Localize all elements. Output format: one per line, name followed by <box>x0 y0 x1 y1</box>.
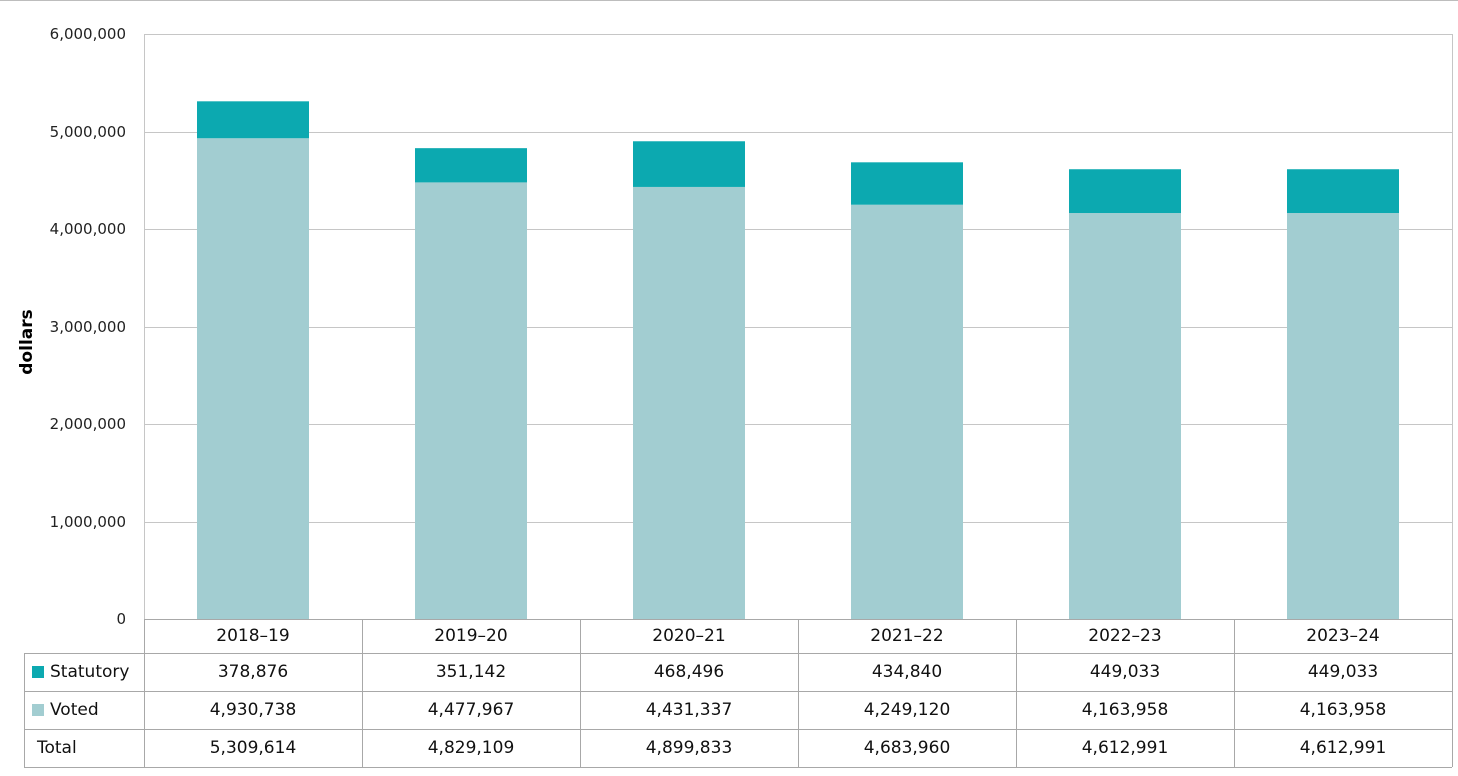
bar-statutory <box>633 141 745 187</box>
bar-statutory <box>1069 169 1181 214</box>
x-category-label: 2019–20 <box>434 626 507 646</box>
bar-voted <box>1069 213 1181 619</box>
row-label-total: Total <box>36 738 77 758</box>
y-axis-ticks: 0 1,000,000 2,000,000 3,000,000 4,000,000 5,0… <box>50 25 126 628</box>
y-axis-label: dollars <box>17 309 37 374</box>
bar-voted <box>851 204 963 619</box>
y-tick-label: 5,000,000 <box>50 123 126 141</box>
table-cell-value: 351,142 <box>436 662 506 682</box>
gridlines <box>144 34 1453 619</box>
table-cell-value: 4,930,738 <box>210 700 297 720</box>
bar-voted <box>415 182 527 619</box>
table-cell-value: 4,249,120 <box>864 700 951 720</box>
table-cell-value: 4,163,958 <box>1082 700 1169 720</box>
row-label-statutory: Statutory <box>50 662 129 682</box>
y-tick-label: 1,000,000 <box>50 513 126 531</box>
x-category-label: 2020–21 <box>652 626 725 646</box>
x-category-label: 2023–24 <box>1306 626 1379 646</box>
table-cell-value: 5,309,614 <box>210 738 297 758</box>
table-cell-value: 449,033 <box>1090 662 1160 682</box>
legend-key-statutory <box>32 666 44 678</box>
bar-statutory <box>197 101 309 139</box>
table-cell-value: 434,840 <box>872 662 942 682</box>
y-tick-label: 2,000,000 <box>50 415 126 433</box>
table-cell-value: 4,899,833 <box>646 738 733 758</box>
table-cell-value: 4,163,958 <box>1300 700 1387 720</box>
bar-statutory <box>415 148 527 183</box>
bar-voted <box>197 138 309 619</box>
table-cell-value: 378,876 <box>218 662 288 682</box>
table-cell-value: 468,496 <box>654 662 724 682</box>
bars <box>197 101 1399 619</box>
legend-key-voted <box>32 704 44 716</box>
bar-voted <box>1287 213 1399 619</box>
y-tick-label: 4,000,000 <box>50 220 126 238</box>
table-cell-value: 4,612,991 <box>1082 738 1169 758</box>
x-category-label: 2022–23 <box>1088 626 1161 646</box>
table-cell-value: 449,033 <box>1308 662 1378 682</box>
bar-statutory <box>1287 169 1399 214</box>
table-cell-value: 4,431,337 <box>646 700 733 720</box>
x-category-label: 2018–19 <box>216 626 289 646</box>
table-cell-value: 4,829,109 <box>428 738 515 758</box>
x-category-label: 2021–22 <box>870 626 943 646</box>
table-cell-value: 4,477,967 <box>428 700 515 720</box>
bar-statutory <box>851 162 963 205</box>
bar-voted <box>633 186 745 619</box>
row-label-voted: Voted <box>50 700 99 720</box>
y-tick-label: 6,000,000 <box>50 25 126 43</box>
table-cell-value: 4,612,991 <box>1300 738 1387 758</box>
table-cell-value: 4,683,960 <box>864 738 951 758</box>
y-tick-label: 3,000,000 <box>50 318 126 336</box>
data-table: 2018–19 2019–20 2020–21 2021–22 2022–23 2023–… <box>24 619 1453 768</box>
y-tick-label: 0 <box>116 610 126 628</box>
